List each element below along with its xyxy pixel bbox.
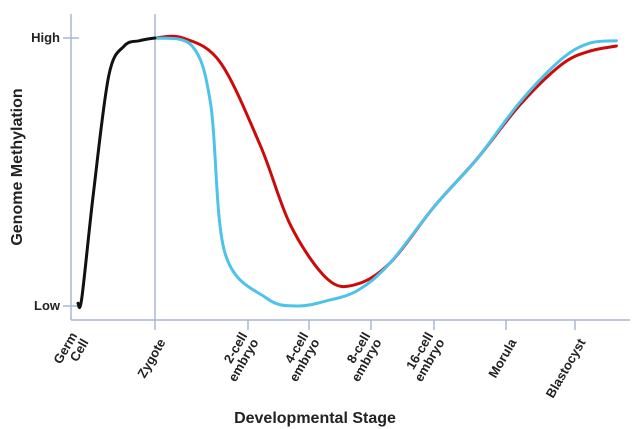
y-tick-label: Low [34,298,61,313]
x-ticks: GermCell Zygote 2-cellembryo 4-cellembryo 8-… [50,320,589,400]
curves [76,34,618,309]
red-methylation-curve [153,34,618,289]
blue-methylation-curve [153,36,618,308]
germline-methylation-curve [76,36,157,309]
x-axis-label: Developmental Stage [234,410,396,427]
x-tick-label: 8-cellembryo [337,329,385,384]
x-tick-label: 16-cellembryo [400,329,448,384]
x-tick-label: 4-cellembryo [275,329,323,384]
x-tick-label: Morula [485,335,520,380]
y-axis-label: Genome Methylation [9,88,26,245]
y-tick-label: High [31,30,60,45]
y-ticks: High Low [31,30,79,313]
x-tick-label: Zygote [134,336,168,380]
x-tick-label: Blastocyst [543,335,589,400]
x-tick-label: GermCell [50,330,91,373]
x-tick-label: 2-cellembryo [214,329,262,384]
